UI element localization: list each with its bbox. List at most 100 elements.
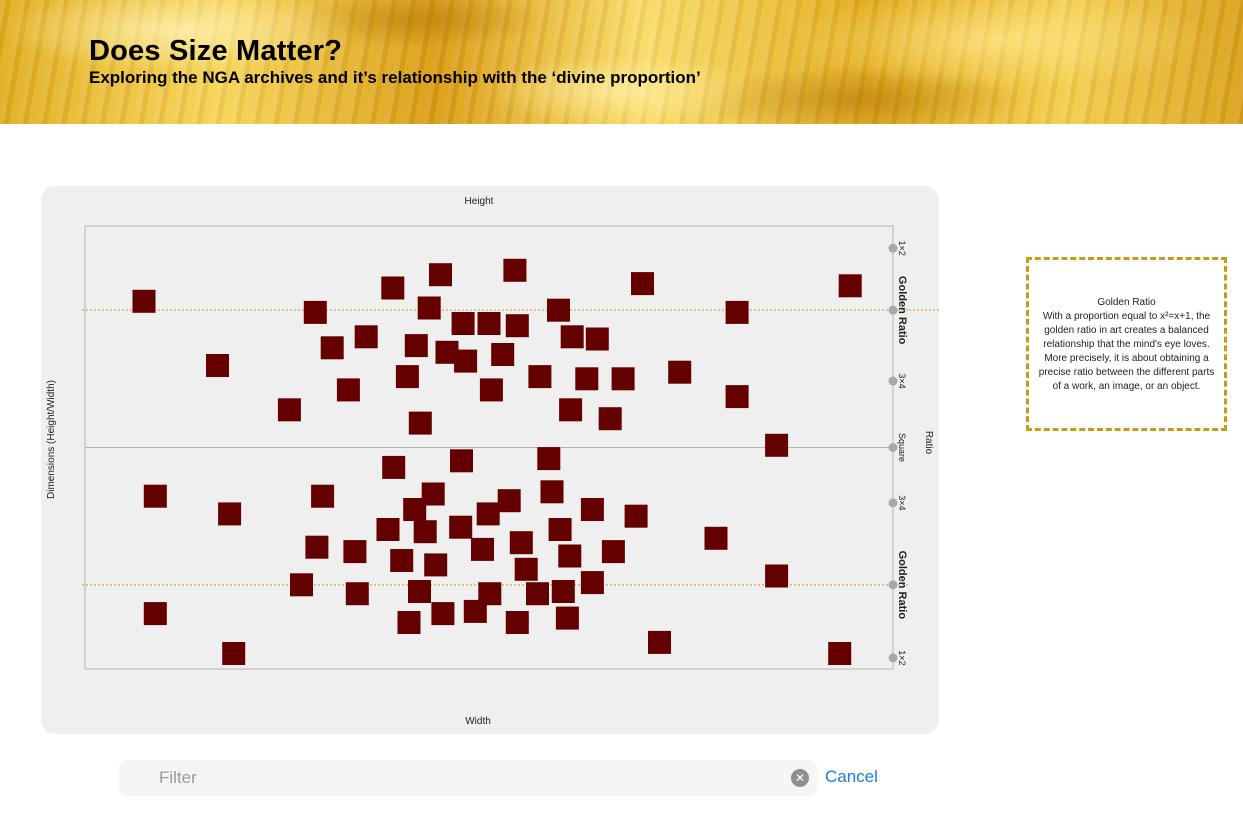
info-body: With a proportion equal to x²=x+1, the g… — [1038, 311, 1215, 392]
data-point — [479, 378, 503, 402]
data-point — [218, 502, 242, 526]
info-title: Golden Ratio — [1097, 297, 1156, 308]
data-point — [476, 502, 500, 526]
data-point — [765, 564, 789, 588]
ratio-tick-dot — [888, 305, 898, 315]
data-point — [560, 325, 584, 349]
data-point — [277, 398, 301, 422]
ratio-tick-dot — [888, 653, 898, 663]
data-point — [343, 540, 367, 564]
data-point — [382, 455, 406, 479]
ratio-tick-dot — [888, 243, 898, 253]
data-point — [631, 272, 654, 296]
data-point — [503, 258, 527, 282]
ratio-tick-label: 1×2 — [897, 650, 907, 665]
data-point — [537, 447, 561, 471]
data-point — [547, 298, 570, 322]
data-point — [429, 263, 452, 287]
data-point — [548, 518, 572, 541]
data-point — [431, 602, 455, 626]
data-point — [575, 367, 599, 391]
data-point — [435, 340, 459, 364]
data-point — [471, 537, 494, 561]
ratio-tick-label: Golden Ratio — [896, 276, 908, 345]
filter-bar: ✕ — [119, 760, 817, 796]
data-point — [408, 411, 432, 435]
data-point — [505, 314, 529, 338]
chart-panel: 1×2 Golden Ratio 3×4 Square 3×4 Golden Ratio 1… — [41, 186, 939, 734]
data-point — [509, 531, 533, 555]
filter-input[interactable] — [153, 760, 785, 796]
data-point — [397, 611, 421, 634]
data-point — [528, 365, 552, 389]
data-point — [403, 498, 427, 521]
data-point — [290, 573, 313, 597]
data-point — [381, 276, 405, 300]
ratio-tick-label: Golden Ratio — [896, 551, 908, 620]
data-point — [477, 312, 501, 335]
data-point — [376, 518, 400, 541]
data-point — [828, 642, 852, 665]
data-point — [222, 642, 246, 665]
data-point — [611, 367, 635, 391]
data-point — [390, 549, 414, 572]
data-point — [450, 449, 473, 473]
x-axis-label: Width — [465, 716, 491, 727]
cancel-button[interactable]: Cancel — [825, 767, 878, 786]
data-point — [580, 571, 604, 595]
data-point — [505, 611, 529, 634]
data-point — [598, 407, 622, 431]
data-point — [413, 520, 437, 544]
data-point — [454, 349, 478, 373]
data-point — [395, 365, 419, 389]
ratio-tick-label: 3×4 — [897, 373, 907, 388]
golden-ratio-info-box: Golden Ratio With a proportion equal to … — [1026, 257, 1227, 431]
data-point — [303, 300, 327, 324]
scatter-chart: 1×2 Golden Ratio 3×4 Square 3×4 Golden Ratio 1… — [46, 196, 939, 727]
data-point — [424, 553, 448, 577]
data-point — [305, 535, 329, 559]
data-point — [478, 582, 502, 606]
page-title: Does Size Matter? — [89, 35, 343, 67]
data-point — [765, 433, 789, 457]
data-point — [463, 599, 487, 623]
ratio-axis-label: Ratio — [923, 431, 934, 455]
info-connector-line — [909, 309, 939, 311]
data-point — [540, 480, 564, 504]
data-point — [551, 580, 575, 603]
data-point — [417, 296, 441, 320]
data-point — [555, 606, 579, 630]
ratio-tick-dot — [888, 376, 898, 386]
data-point — [559, 398, 583, 422]
ratio-tick-label: 3×4 — [897, 495, 907, 510]
data-point — [558, 544, 582, 568]
data-point — [421, 482, 445, 506]
clear-icon[interactable]: ✕ — [791, 769, 809, 787]
data-point — [408, 580, 431, 603]
data-point — [143, 484, 167, 508]
data-point — [491, 343, 515, 366]
data-point — [624, 504, 648, 528]
data-point — [132, 289, 156, 313]
data-point — [311, 484, 335, 508]
page-subtitle: Exploring the NGA archives and it’s rela… — [89, 68, 701, 87]
data-point — [336, 378, 360, 402]
data-point — [668, 360, 692, 384]
data-point — [704, 526, 728, 550]
data-point — [449, 515, 473, 539]
data-point — [725, 385, 749, 409]
data-point — [345, 582, 369, 606]
data-point — [354, 325, 378, 349]
data-point — [143, 602, 167, 626]
data-point — [320, 336, 344, 360]
ratio-tick-dot — [888, 443, 898, 452]
data-point — [451, 312, 475, 335]
ratio-tick-label: Square — [897, 433, 907, 462]
data-point — [206, 354, 229, 377]
ratio-tick-dot — [888, 580, 898, 590]
data-point — [526, 582, 549, 606]
data-point — [725, 300, 749, 324]
data-point — [601, 540, 625, 564]
data-point — [838, 274, 862, 298]
data-point — [514, 557, 538, 581]
